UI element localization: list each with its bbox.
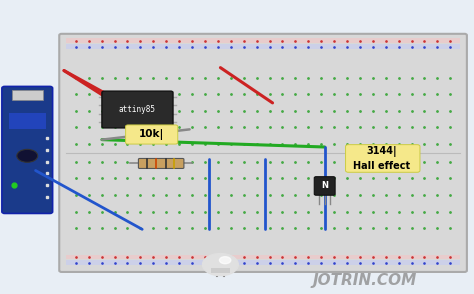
Text: attiny85: attiny85 xyxy=(119,105,156,114)
FancyBboxPatch shape xyxy=(126,125,178,144)
Bar xyxy=(66,260,460,265)
Circle shape xyxy=(17,149,38,162)
FancyBboxPatch shape xyxy=(59,34,467,272)
Bar xyxy=(211,268,230,273)
Bar xyxy=(66,255,460,259)
FancyBboxPatch shape xyxy=(2,86,53,213)
FancyBboxPatch shape xyxy=(314,177,335,195)
FancyBboxPatch shape xyxy=(102,91,173,128)
Text: N: N xyxy=(321,181,328,190)
Bar xyxy=(12,90,43,100)
Bar xyxy=(66,44,460,49)
Bar xyxy=(9,113,46,129)
Text: 3144|
Hall effect: 3144| Hall effect xyxy=(353,146,410,171)
Bar xyxy=(66,39,460,43)
FancyBboxPatch shape xyxy=(138,158,184,168)
Circle shape xyxy=(219,257,231,264)
Text: 10k|: 10k| xyxy=(139,129,164,140)
FancyBboxPatch shape xyxy=(346,145,420,172)
Text: JOTRIN.COM: JOTRIN.COM xyxy=(313,273,417,288)
Circle shape xyxy=(202,253,238,276)
